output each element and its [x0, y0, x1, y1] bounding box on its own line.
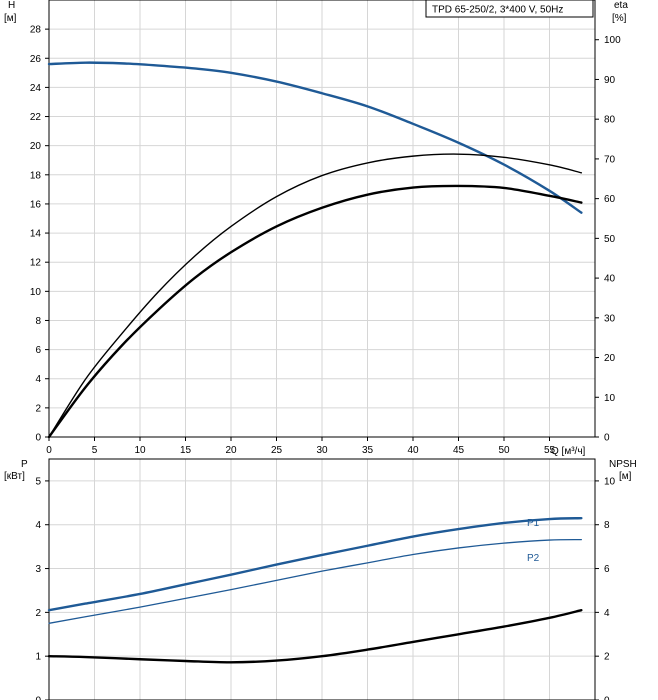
top-xtick-label-35: 35 — [362, 445, 374, 456]
top-ytick-label-6: 6 — [35, 345, 41, 356]
bottom-ytick-label-0: 0 — [35, 696, 41, 700]
bottom-y2tick-label-0: 0 — [604, 696, 610, 700]
bottom-panel-curves — [47, 516, 583, 664]
series-label-p1: P1 — [527, 518, 540, 529]
top-y2tick-label-30: 30 — [604, 313, 616, 324]
series-label-p2: P2 — [527, 553, 540, 564]
top-ytick-label-18: 18 — [30, 170, 42, 181]
bottom-y2tick-label-6: 6 — [604, 564, 610, 575]
top-y2tick-label-0: 0 — [604, 433, 610, 444]
top-ytick-label-26: 26 — [30, 54, 42, 65]
top-xtick-label-30: 30 — [316, 445, 328, 456]
p-axis-unit: [кВт] — [4, 471, 25, 482]
top-y2tick-label-80: 80 — [604, 115, 616, 126]
bottom-y2tick-label-8: 8 — [604, 520, 610, 531]
top-xtick-label-20: 20 — [225, 445, 237, 456]
top-panel-ticks: 0246810121416182022242628010203040506070… — [30, 25, 621, 456]
top-curve-1 — [48, 153, 583, 438]
top-xtick-label-25: 25 — [271, 445, 283, 456]
top-xtick-label-45: 45 — [453, 445, 465, 456]
bottom-y2tick-label-4: 4 — [604, 608, 610, 619]
top-y2tick-label-100: 100 — [604, 35, 621, 46]
top-y2tick-label-70: 70 — [604, 154, 616, 165]
npsh-axis-unit: [м] — [619, 471, 632, 482]
bottom-y2tick-label-2: 2 — [604, 652, 610, 663]
bottom-ytick-label-2: 2 — [35, 608, 41, 619]
h-axis-unit: [м] — [4, 13, 17, 24]
top-curve-0 — [47, 61, 583, 214]
top-xtick-label-5: 5 — [92, 445, 98, 456]
top-ytick-label-8: 8 — [35, 316, 41, 327]
top-panel-grid — [49, 0, 595, 437]
chart-title: TPD 65-250/2, 3*400 V, 50Hz — [432, 5, 563, 16]
top-panel-curves — [47, 61, 583, 439]
chart-title-box — [425, 0, 594, 18]
top-ytick-label-16: 16 — [30, 199, 42, 210]
bottom-panel-ticks: 0 1 2 3 4 5 0 2 4 6 8 10 — [35, 476, 616, 700]
top-y2tick-label-20: 20 — [604, 353, 616, 364]
top-curve-2 — [47, 184, 583, 439]
top-y2tick-label-10: 10 — [604, 393, 616, 404]
top-xtick-label-15: 15 — [180, 445, 192, 456]
q-axis-label: Q [м³/ч] — [551, 446, 586, 457]
top-xtick-label-10: 10 — [134, 445, 146, 456]
top-xtick-label-50: 50 — [498, 445, 510, 456]
top-y2tick-label-90: 90 — [604, 75, 616, 86]
bottom-ytick-label-1: 1 — [35, 652, 41, 663]
top-y2tick-label-40: 40 — [604, 274, 616, 285]
top-y2tick-label-60: 60 — [604, 194, 616, 205]
top-ytick-label-2: 2 — [35, 403, 41, 414]
bottom-ytick-label-5: 5 — [35, 476, 41, 487]
bottom-curve-2 — [47, 608, 583, 664]
bottom-curve-1 — [48, 538, 582, 624]
top-ytick-label-0: 0 — [35, 433, 41, 444]
h-axis-label: H — [8, 0, 15, 11]
bottom-curve-0 — [47, 516, 583, 612]
top-xtick-label-0: 0 — [46, 445, 52, 456]
p-axis-label: P — [21, 459, 28, 470]
bottom-ytick-label-4: 4 — [35, 520, 41, 531]
top-y2tick-label-50: 50 — [604, 234, 616, 245]
npsh-axis-label: NPSH — [609, 459, 637, 470]
top-ytick-label-10: 10 — [30, 287, 42, 298]
top-xtick-label-55: 55 — [544, 445, 556, 456]
bottom-ytick-label-3: 3 — [35, 564, 41, 575]
top-ytick-label-28: 28 — [30, 25, 42, 36]
bottom-panel-grid — [49, 459, 595, 700]
top-ytick-label-4: 4 — [35, 374, 41, 385]
bottom-panel-frame — [48, 458, 596, 700]
top-xtick-label-40: 40 — [407, 445, 419, 456]
top-ytick-label-20: 20 — [30, 141, 42, 152]
top-ytick-label-24: 24 — [30, 83, 42, 94]
top-ytick-label-12: 12 — [30, 258, 42, 269]
top-ytick-label-14: 14 — [30, 229, 42, 240]
bottom-y2tick-label-10: 10 — [604, 476, 616, 487]
eta-axis-unit: [%] — [612, 13, 627, 24]
top-ytick-label-22: 22 — [30, 112, 42, 123]
eta-axis-label: eta — [614, 0, 628, 11]
